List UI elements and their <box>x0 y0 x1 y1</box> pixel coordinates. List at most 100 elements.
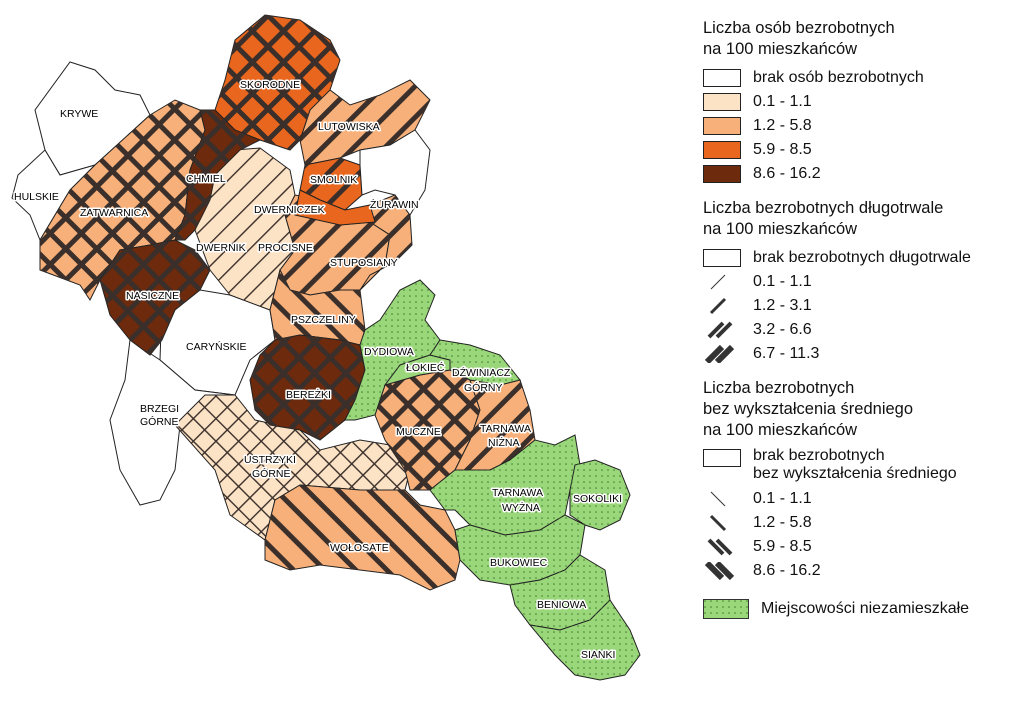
hatch-swatch-icon <box>704 345 735 363</box>
label-smolnik: SMOLNIK <box>310 174 357 186</box>
legend-item: 8.6 - 16.2 <box>703 559 1021 583</box>
legend-label: 3.2 - 6.6 <box>753 321 812 338</box>
legend-label: 1.2 - 3.1 <box>753 297 812 314</box>
legend-item: 5.9 - 8.5 <box>703 138 1021 162</box>
label-stuposiany: STUPOSIANY <box>330 257 398 269</box>
region-dwerniczek <box>294 189 376 226</box>
legend-item: brak osób bezrobotnych <box>703 66 1021 90</box>
label-brzegi-1: BRZEGI <box>140 403 179 415</box>
legend-label: 5.9 - 8.5 <box>753 141 812 158</box>
legend-swatch <box>703 117 741 135</box>
legend-item: 1.2 - 5.8 <box>703 114 1021 138</box>
hatch-swatch-icon <box>707 538 733 556</box>
legend-swatch <box>703 449 741 467</box>
legend-label-line: brak bezrobotnych <box>753 447 885 464</box>
label-pszczeliny: PSZCZELINY <box>291 314 356 326</box>
legend-item: 5.9 - 8.5 <box>703 535 1021 559</box>
label-sokoliki: SOKOLIKI <box>573 493 622 505</box>
legend-label: 5.9 - 8.5 <box>753 538 812 555</box>
hatch-swatch-icon <box>710 274 726 290</box>
label-dydiowa: DYDIOWA <box>364 346 414 358</box>
white-regions <box>11 61 276 506</box>
legend-swatch <box>703 69 741 87</box>
label-carynskie: CARYŃSKIE <box>186 340 247 353</box>
label-krywe: KRYWE <box>60 108 98 120</box>
dotted-swatch-icon <box>703 599 749 619</box>
region-labels: KRYWE HULSKIE ZATWARNICA CHMIEL SKORODNE… <box>13 78 624 663</box>
label-dwerniczek: DWERNICZEK <box>254 204 325 216</box>
label-sianki: SIANKI <box>581 649 615 661</box>
legend-label: 0.1 - 1.1 <box>753 490 812 507</box>
legend-unemployed-title: Liczba osób bezrobotnych na 100 mieszkań… <box>703 18 1021 60</box>
label-skorodne: SKORODNE <box>240 79 300 91</box>
legend-label: 0.1 - 1.1 <box>753 93 812 110</box>
legend-label: 1.2 - 5.8 <box>753 514 812 531</box>
hatch-swatch-icon <box>704 562 735 580</box>
legend-label: Miejscowości niezamieszkałe <box>761 600 970 617</box>
label-muczne: MUCZNE <box>396 426 441 438</box>
label-tarnawa-w-1: TARNAWA <box>492 487 543 499</box>
legend-education: Liczba bezrobotnych bez wykształcenia śr… <box>703 378 1021 583</box>
legend-uninhabited: Miejscowości niezamieszkałe <box>703 597 1021 621</box>
legend-title-line: Liczba bezrobotnych długotrwale <box>703 199 944 217</box>
legend-swatch <box>703 249 741 267</box>
label-ustrzyki-2: GÓRNE <box>252 467 291 480</box>
legend-item: 6.7 - 11.3 <box>703 342 1021 366</box>
legend-title-line: na 100 mieszkańców <box>703 220 858 238</box>
label-tarnawa-n-2: NIŻNA <box>488 436 520 449</box>
legend-label: brak bezrobotnych długotrwale <box>753 249 971 266</box>
legend-education-title: Liczba bezrobotnych bez wykształcenia śr… <box>703 378 1021 441</box>
label-tarnawa-n-1: TARNAWA <box>480 423 531 435</box>
legend-label: brak osób bezrobotnych <box>753 69 924 86</box>
label-dzwiniacz: DŹWINIACZ <box>452 366 511 379</box>
label-berezki: BEREŻKI <box>286 388 331 401</box>
label-nasiczne: NASICZNE <box>126 290 179 302</box>
region-brzegi <box>109 339 236 506</box>
label-zurawin: ŻURAWIN <box>370 198 419 211</box>
legend-label: 8.6 - 16.2 <box>753 165 821 182</box>
legend-label: 0.1 - 1.1 <box>753 273 812 290</box>
hatch-swatch-icon <box>709 297 727 315</box>
legend-label: brak bezrobotnych bez wykształcenia średn… <box>753 447 957 483</box>
legend-item: 1.2 - 5.8 <box>703 511 1021 535</box>
label-chmiel: CHMIEL <box>186 173 226 185</box>
legend-title-line: na 100 mieszkańców <box>703 421 858 439</box>
hatch-swatch-icon <box>709 514 727 532</box>
legend-title-line: Liczba bezrobotnych <box>703 379 855 397</box>
legend: Liczba osób bezrobotnych na 100 mieszkań… <box>703 18 1021 621</box>
region-zurawin <box>359 129 431 216</box>
legend-swatch <box>703 141 741 159</box>
label-wolosate: WOŁOSATE <box>330 542 389 554</box>
label-bukowiec: BUKOWIEC <box>490 557 548 569</box>
label-procisne: PROCISNE <box>258 242 313 254</box>
legend-title-line: bez wykształcenia średniego <box>703 400 914 418</box>
label-dwernik: DWERNIK <box>196 242 246 254</box>
legend-item: brak bezrobotnych bez wykształcenia średn… <box>703 447 1021 487</box>
label-tarnawa-w-2: WYŻNA <box>502 501 540 514</box>
legend-item: 0.1 - 1.1 <box>703 270 1021 294</box>
label-hulskie: HULSKIE <box>14 191 59 203</box>
hatch-swatch-icon <box>710 491 726 507</box>
label-brzegi-2: GÓRNE <box>140 415 179 428</box>
label-lokiec: ŁOKIEĆ <box>406 361 445 374</box>
label-zatwarnica: ZATWARNICA <box>80 207 148 219</box>
legend-item: 8.6 - 16.2 <box>703 162 1021 186</box>
label-ustrzyki-1: USTRZYKI <box>244 454 296 466</box>
legend-unemployed: Liczba osób bezrobotnych na 100 mieszkań… <box>703 18 1021 186</box>
legend-longterm: Liczba bezrobotnych długotrwale na 100 m… <box>703 198 1021 366</box>
label-beniowa: BENIOWA <box>537 599 586 611</box>
legend-title-line: na 100 mieszkańców <box>703 40 858 58</box>
legend-title-line: Liczba osób bezrobotnych <box>703 19 895 37</box>
legend-label-line: bez wykształcenia średniego <box>753 465 957 482</box>
legend-swatch <box>703 165 741 183</box>
legend-item: 0.1 - 1.1 <box>703 90 1021 114</box>
label-gorny: GÓRNY <box>464 381 503 394</box>
legend-item: brak bezrobotnych długotrwale <box>703 246 1021 270</box>
label-lutowiska: LUTOWISKA <box>318 121 380 133</box>
legend-item: 1.2 - 3.1 <box>703 294 1021 318</box>
legend-item: 0.1 - 1.1 <box>703 487 1021 511</box>
legend-item: 3.2 - 6.6 <box>703 318 1021 342</box>
legend-label: 8.6 - 16.2 <box>753 562 821 579</box>
legend-label: 6.7 - 11.3 <box>753 345 820 362</box>
